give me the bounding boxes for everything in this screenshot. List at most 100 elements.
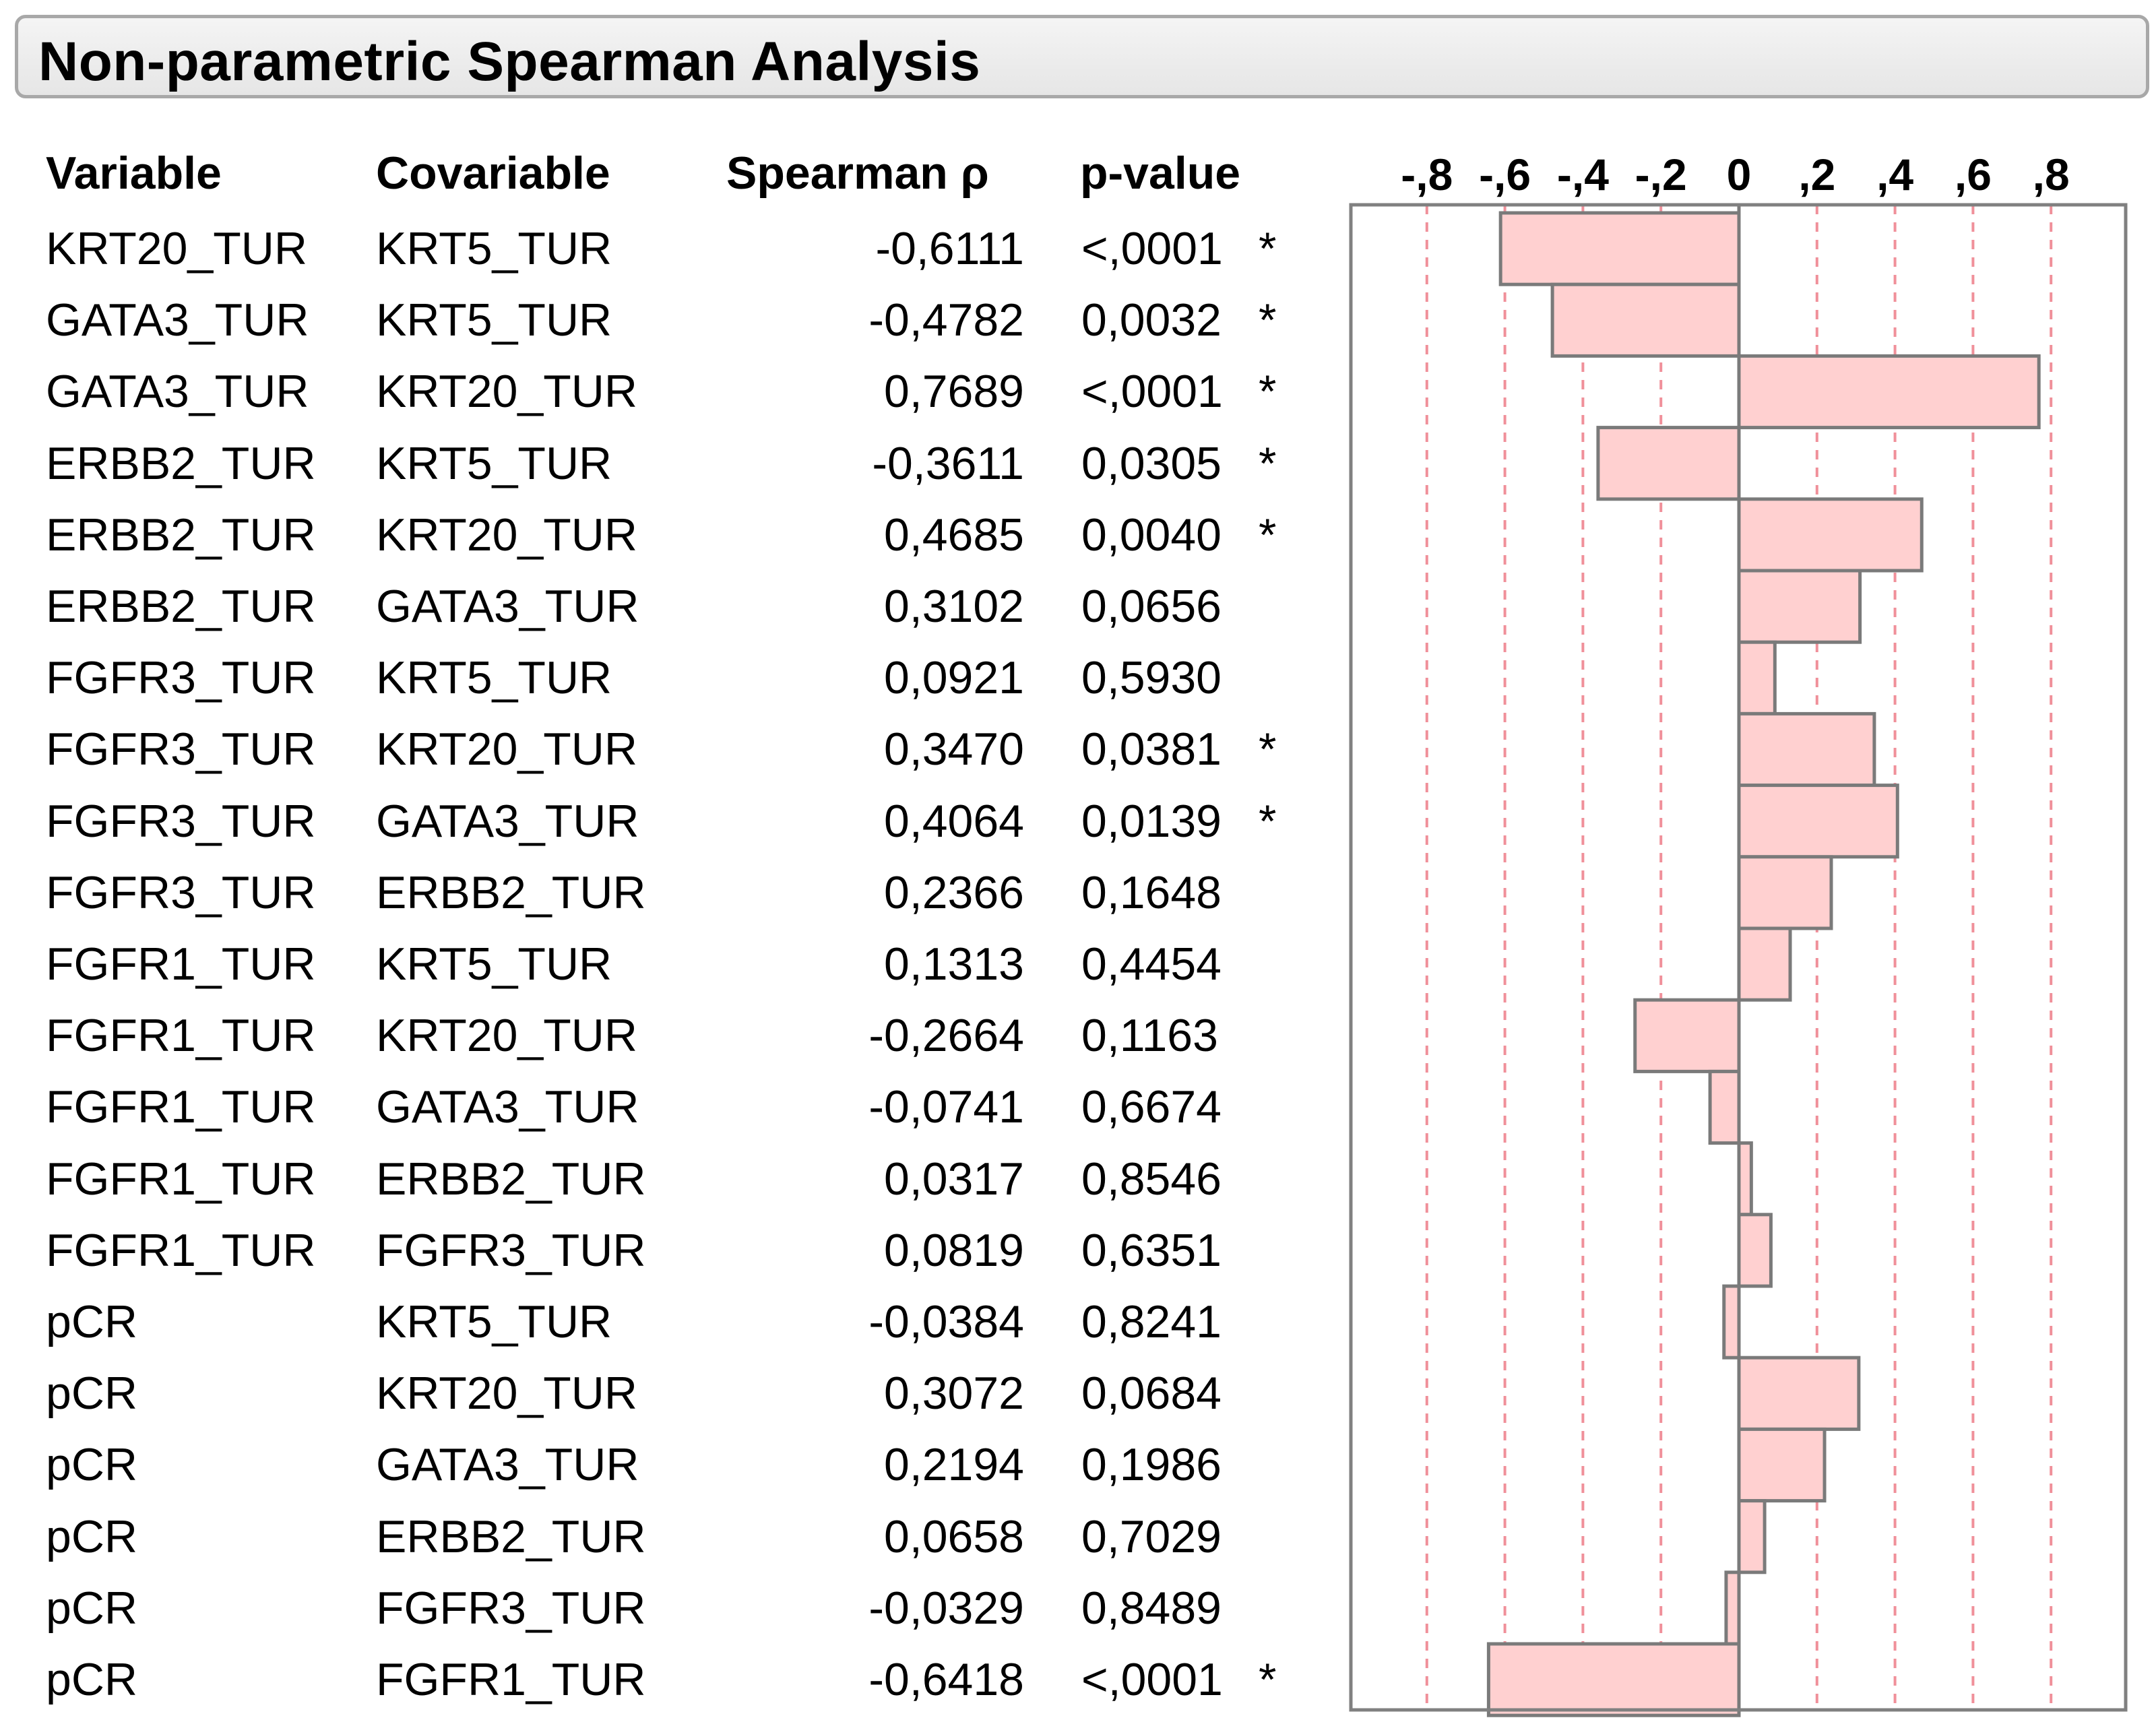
cell-pvalue: 0,0656 <box>1081 581 1222 632</box>
cell-significance: * <box>1259 724 1277 775</box>
cell-covariable: ERBB2_TUR <box>376 1510 646 1562</box>
bar <box>1708 1069 1741 1145</box>
cell-variable: pCR <box>46 1296 138 1347</box>
table-row: FGFR3_TUR KRT5_TUR 0,0921 0,5930 <box>0 642 1334 713</box>
cell-spearman: 0,0658 <box>884 1510 1024 1562</box>
cell-pvalue: 0,1986 <box>1081 1439 1222 1491</box>
cell-variable: pCR <box>46 1510 138 1562</box>
cell-variable: FGFR3_TUR <box>46 652 316 704</box>
cell-variable: pCR <box>46 1439 138 1491</box>
cell-covariable: KRT5_TUR <box>376 437 612 489</box>
cell-covariable: KRT20_TUR <box>376 509 637 561</box>
bar <box>1737 711 1876 788</box>
table-row: FGFR1_TUR ERBB2_TUR 0,0317 0,8546 <box>0 1143 1334 1215</box>
cell-significance: * <box>1259 509 1277 561</box>
cell-covariable: GATA3_TUR <box>376 581 639 632</box>
table-row: pCR KRT20_TUR 0,3072 0,0684 <box>0 1358 1334 1429</box>
bar <box>1486 1642 1741 1717</box>
cell-significance: * <box>1259 795 1277 847</box>
tick-label: ,2 <box>1798 150 1835 199</box>
bar <box>1737 855 1833 930</box>
cell-spearman: 0,3470 <box>884 724 1024 775</box>
cell-covariable: FGFR3_TUR <box>376 1582 646 1634</box>
tick-label: ,8 <box>2033 150 2070 199</box>
cell-pvalue: 0,0139 <box>1081 795 1222 847</box>
bar <box>1737 354 2041 430</box>
cell-variable: FGFR3_TUR <box>46 724 316 775</box>
bar <box>1737 1499 1767 1574</box>
cell-variable: FGFR1_TUR <box>46 1081 316 1133</box>
cell-pvalue: 0,6674 <box>1081 1081 1222 1133</box>
table-row: ERBB2_TUR KRT5_TUR -0,3611 0,0305 * <box>0 428 1334 499</box>
cell-spearman: -0,6418 <box>868 1654 1024 1705</box>
table-row: ERBB2_TUR GATA3_TUR 0,3102 0,0656 <box>0 571 1334 642</box>
bar <box>1724 1570 1741 1646</box>
header-spearman: Spearman ρ <box>726 148 989 199</box>
table-row: pCR ERBB2_TUR 0,0658 0,7029 <box>0 1501 1334 1572</box>
cell-covariable: KRT20_TUR <box>376 1010 637 1062</box>
cell-significance: * <box>1259 1654 1277 1705</box>
cell-covariable: KRT5_TUR <box>376 652 612 704</box>
table-row: pCR FGFR3_TUR -0,0329 0,8489 <box>0 1572 1334 1644</box>
cell-pvalue: <,0001 <box>1081 1654 1223 1705</box>
header-covariable: Covariable <box>376 148 610 199</box>
cell-significance: * <box>1259 223 1277 274</box>
table-row: ERBB2_TUR KRT20_TUR 0,4685 0,0040 * <box>0 499 1334 571</box>
cell-significance: * <box>1259 366 1277 418</box>
cell-pvalue: 0,8241 <box>1081 1296 1222 1347</box>
bar <box>1722 1284 1741 1360</box>
cell-covariable: ERBB2_TUR <box>376 1153 646 1205</box>
cell-spearman: -0,0741 <box>868 1081 1024 1133</box>
cell-covariable: GATA3_TUR <box>376 1439 639 1491</box>
cell-spearman: 0,1313 <box>884 938 1024 990</box>
cell-spearman: -0,4782 <box>868 294 1024 346</box>
cell-pvalue: 0,0305 <box>1081 437 1222 489</box>
cell-pvalue: 0,5930 <box>1081 652 1222 704</box>
table-row: FGFR3_TUR GATA3_TUR 0,4064 0,0139 * <box>0 786 1334 857</box>
cell-covariable: FGFR1_TUR <box>376 1654 646 1705</box>
bar <box>1737 497 1924 573</box>
cell-covariable: ERBB2_TUR <box>376 866 646 918</box>
cell-spearman: -0,6111 <box>875 223 1024 274</box>
cell-covariable: KRT20_TUR <box>376 1368 637 1420</box>
cell-covariable: KRT20_TUR <box>376 724 637 775</box>
tick-label: -,6 <box>1479 150 1531 199</box>
cell-spearman: -0,0384 <box>868 1296 1024 1347</box>
tick-label: -,8 <box>1401 150 1453 199</box>
cell-pvalue: 0,1163 <box>1081 1010 1218 1062</box>
cell-pvalue: <,0001 <box>1081 223 1223 274</box>
cell-pvalue: 0,0032 <box>1081 294 1222 346</box>
bar <box>1498 211 1741 286</box>
cell-spearman: 0,4685 <box>884 509 1024 561</box>
table-row: GATA3_TUR KRT5_TUR -0,4782 0,0032 * <box>0 284 1334 356</box>
cell-covariable: GATA3_TUR <box>376 795 639 847</box>
table-row: FGFR3_TUR ERBB2_TUR 0,2366 0,1648 <box>0 857 1334 928</box>
cell-spearman: 0,2194 <box>884 1439 1024 1491</box>
table-row: FGFR1_TUR GATA3_TUR -0,0741 0,6674 <box>0 1071 1334 1143</box>
header-variable: Variable <box>46 148 222 199</box>
cell-covariable: KRT5_TUR <box>376 938 612 990</box>
table-row: FGFR3_TUR KRT20_TUR 0,3470 0,0381 * <box>0 713 1334 785</box>
cell-significance: * <box>1259 294 1277 346</box>
cell-covariable: FGFR3_TUR <box>376 1224 646 1276</box>
cell-pvalue: 0,1648 <box>1081 866 1222 918</box>
table-row: pCR FGFR1_TUR -0,6418 <,0001 * <box>0 1644 1334 1715</box>
cell-variable: pCR <box>46 1582 138 1634</box>
header-pvalue: p-value <box>1080 148 1241 199</box>
tick-label: -,2 <box>1635 150 1687 199</box>
cell-covariable: KRT5_TUR <box>376 223 612 274</box>
cell-pvalue: 0,0684 <box>1081 1368 1222 1420</box>
bar <box>1737 926 1792 1002</box>
bar <box>1737 1141 1753 1217</box>
cell-variable: FGFR1_TUR <box>46 1224 316 1276</box>
cell-spearman: 0,3102 <box>884 581 1024 632</box>
cell-variable: GATA3_TUR <box>46 294 309 346</box>
cell-spearman: 0,0921 <box>884 652 1024 704</box>
cell-covariable: GATA3_TUR <box>376 1081 639 1133</box>
cell-variable: FGFR1_TUR <box>46 1153 316 1205</box>
cell-spearman: 0,0317 <box>884 1153 1024 1205</box>
table-row: FGFR1_TUR KRT20_TUR -0,2664 0,1163 <box>0 1000 1334 1071</box>
bar <box>1550 282 1741 358</box>
cell-pvalue: 0,0381 <box>1081 724 1222 775</box>
